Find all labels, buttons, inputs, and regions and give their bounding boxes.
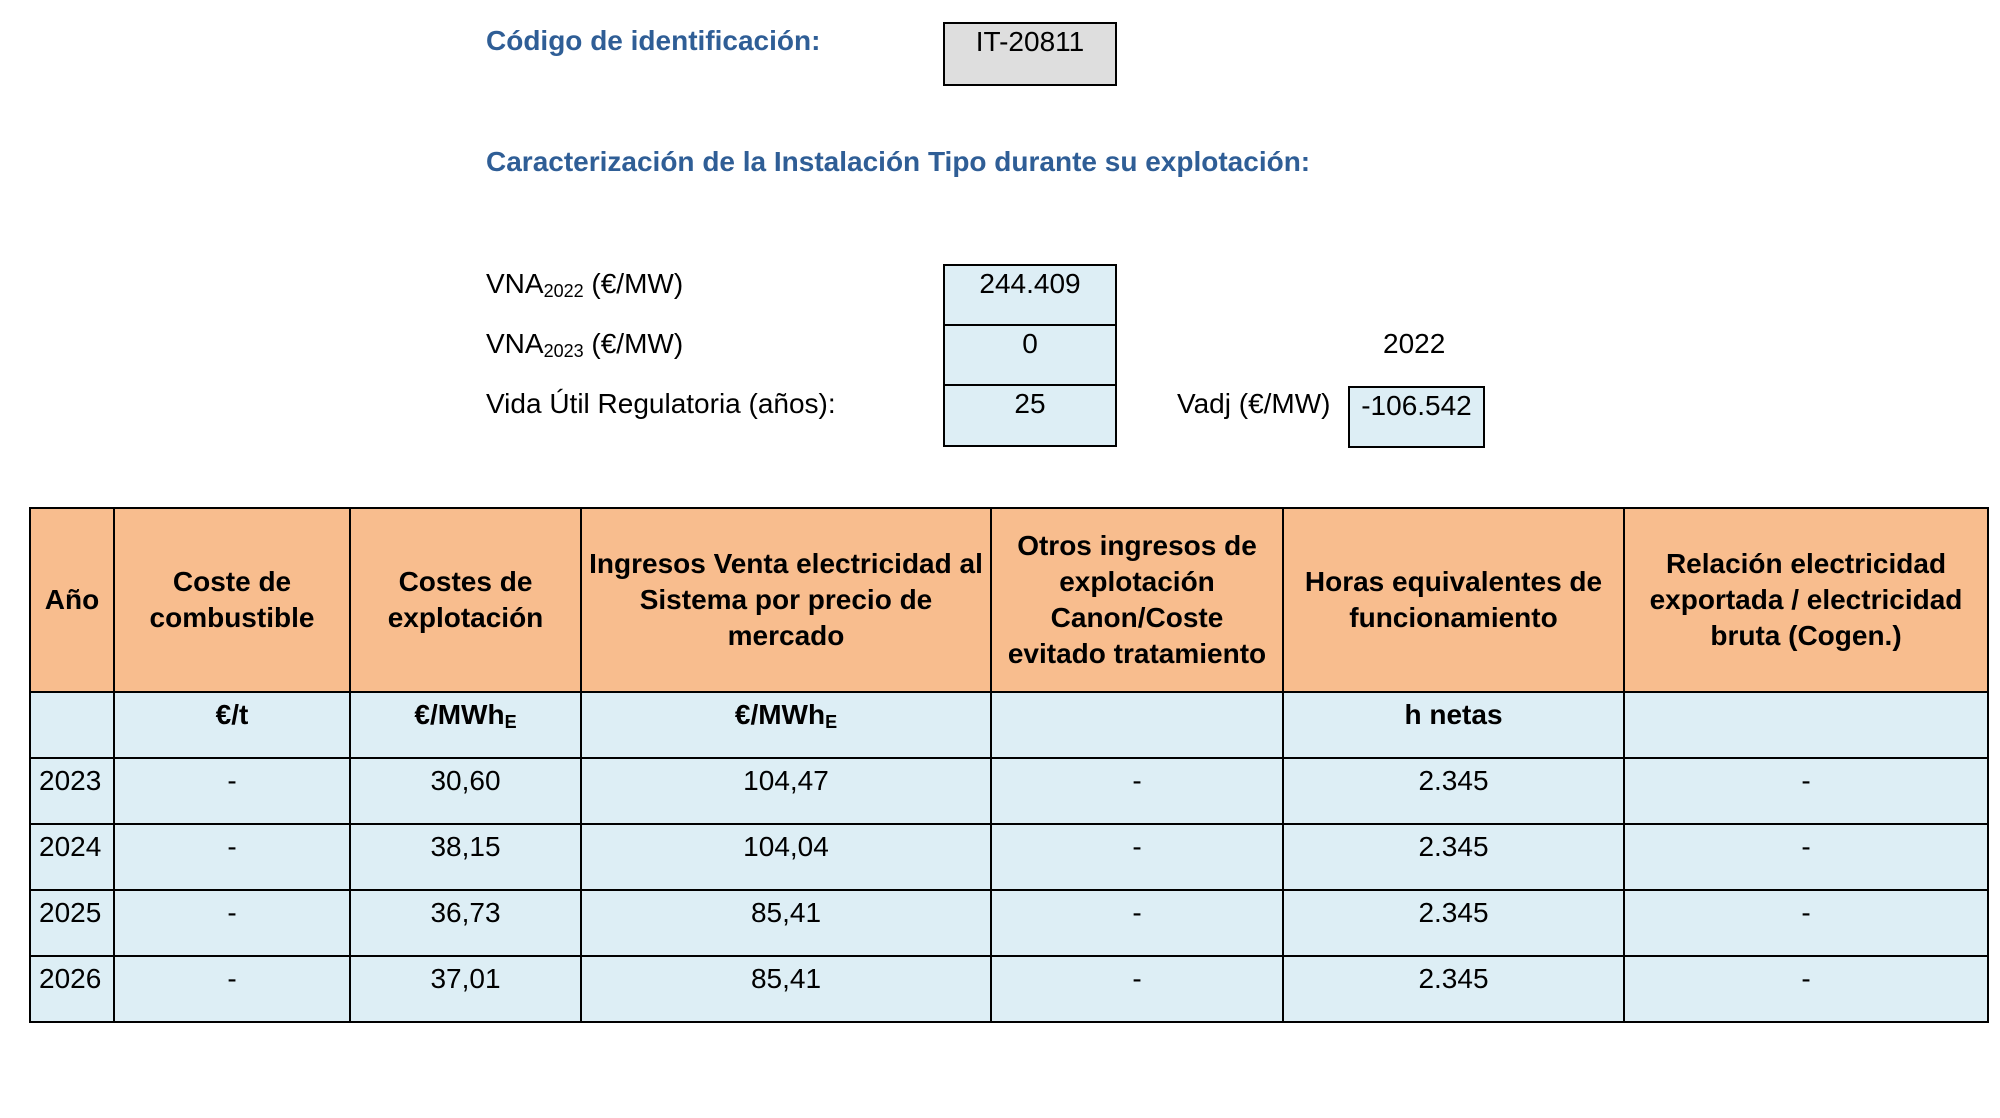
vna-2023-label: VNA2023 (€/MW) xyxy=(486,328,683,362)
cell-other-revenue: - xyxy=(990,757,1284,825)
vna-2022-value: 244.409 xyxy=(979,268,1081,299)
table-row: 2024 - 38,15 104,04 - 2.345 - xyxy=(29,823,1989,891)
cell-year: 2025 xyxy=(29,889,115,957)
table-row: 2023 - 30,60 104,47 - 2.345 - xyxy=(29,757,1989,825)
vna-2022-prefix: VNA xyxy=(486,268,544,299)
vadj-value-box: -106.542 xyxy=(1348,386,1485,448)
cell-equivalent-hours: 2.345 xyxy=(1282,955,1625,1023)
vida-util-label: Vida Útil Regulatoria (años): xyxy=(486,388,836,419)
vna-2022-subscript: 2022 xyxy=(543,281,584,301)
cell-other-revenue: - xyxy=(990,955,1284,1023)
code-value-box: IT-20811 xyxy=(943,22,1117,86)
cell-operating-costs: 30,60 xyxy=(349,757,582,825)
cell-other-revenue: - xyxy=(990,823,1284,891)
vna-2023-subscript: 2023 xyxy=(543,341,584,361)
cell-electricity-ratio: - xyxy=(1623,757,1989,825)
cell-market-revenue: 104,47 xyxy=(580,757,992,825)
vna-2023-prefix: VNA xyxy=(486,328,544,359)
table-header-row: Año Coste de combustible Costes de explo… xyxy=(29,507,1989,693)
vida-util-value: 25 xyxy=(1014,388,1046,419)
cell-electricity-ratio: - xyxy=(1623,889,1989,957)
cell-equivalent-hours: 2.345 xyxy=(1282,823,1625,891)
vida-util-value-box: 25 xyxy=(943,384,1117,447)
cell-market-revenue: 85,41 xyxy=(580,889,992,957)
unit-operating-costs: €/MWhE xyxy=(349,691,582,759)
vna-2023-value-box: 0 xyxy=(943,324,1117,386)
cell-year: 2023 xyxy=(29,757,115,825)
cell-market-revenue: 104,04 xyxy=(580,823,992,891)
unit-market-revenue-subscript: E xyxy=(825,712,838,732)
cell-operating-costs: 38,15 xyxy=(349,823,582,891)
cell-fuel-cost: - xyxy=(113,823,351,891)
header-operating-costs: Costes de explotación xyxy=(349,507,582,693)
cell-market-revenue: 85,41 xyxy=(580,955,992,1023)
unit-operating-costs-text: €/MWh xyxy=(414,699,505,730)
header-equivalent-hours: Horas equivalentes de funcionamiento xyxy=(1282,507,1625,693)
cell-fuel-cost: - xyxy=(113,757,351,825)
cell-fuel-cost: - xyxy=(113,889,351,957)
unit-market-revenue-text: €/MWh xyxy=(734,699,826,730)
cell-equivalent-hours: 2.345 xyxy=(1282,757,1625,825)
vna-2022-label: VNA2022 (€/MW) xyxy=(486,268,683,302)
header-fuel-cost: Coste de combustible xyxy=(113,507,351,693)
header-electricity-ratio: Relación electricidad exportada / electr… xyxy=(1623,507,1989,693)
operation-data-table: Año Coste de combustible Costes de explo… xyxy=(29,507,1989,1023)
cell-year: 2024 xyxy=(29,823,115,891)
cell-operating-costs: 37,01 xyxy=(349,955,582,1023)
cell-year: 2026 xyxy=(29,955,115,1023)
reference-year: 2022 xyxy=(1383,328,1446,359)
header-market-revenue: Ingresos Venta electricidad al Sistema p… xyxy=(580,507,992,693)
header-year: Año xyxy=(29,507,115,693)
unit-market-revenue: €/MWhE xyxy=(580,691,992,759)
vna-2022-unit: (€/MW) xyxy=(591,268,684,299)
unit-operating-costs-subscript: E xyxy=(504,712,517,732)
unit-fuel-cost: €/t xyxy=(113,691,351,759)
cell-equivalent-hours: 2.345 xyxy=(1282,889,1625,957)
vadj-value: -106.542 xyxy=(1361,390,1472,421)
unit-equivalent-hours: h netas xyxy=(1282,691,1625,759)
cell-other-revenue: - xyxy=(990,889,1284,957)
cell-electricity-ratio: - xyxy=(1623,955,1989,1023)
vna-2023-value: 0 xyxy=(1022,328,1038,359)
cell-electricity-ratio: - xyxy=(1623,823,1989,891)
section-title: Caracterización de la Instalación Tipo d… xyxy=(486,146,1311,177)
table-row: 2026 - 37,01 85,41 - 2.345 - xyxy=(29,955,1989,1023)
code-value: IT-20811 xyxy=(975,26,1085,57)
unit-other-revenue xyxy=(990,691,1284,759)
table-row: 2025 - 36,73 85,41 - 2.345 - xyxy=(29,889,1989,957)
vna-2022-value-box: 244.409 xyxy=(943,264,1117,326)
unit-electricity-ratio xyxy=(1623,691,1989,759)
unit-year xyxy=(29,691,115,759)
code-label: Código de identificación: xyxy=(486,25,821,56)
units-row: €/t €/MWhE €/MWhE h netas xyxy=(29,691,1989,759)
cell-fuel-cost: - xyxy=(113,955,351,1023)
header-other-revenue: Otros ingresos de explotación Canon/Cost… xyxy=(990,507,1284,693)
cell-operating-costs: 36,73 xyxy=(349,889,582,957)
vna-2023-unit: (€/MW) xyxy=(591,328,684,359)
vadj-label: Vadj (€/MW) xyxy=(1177,388,1331,419)
